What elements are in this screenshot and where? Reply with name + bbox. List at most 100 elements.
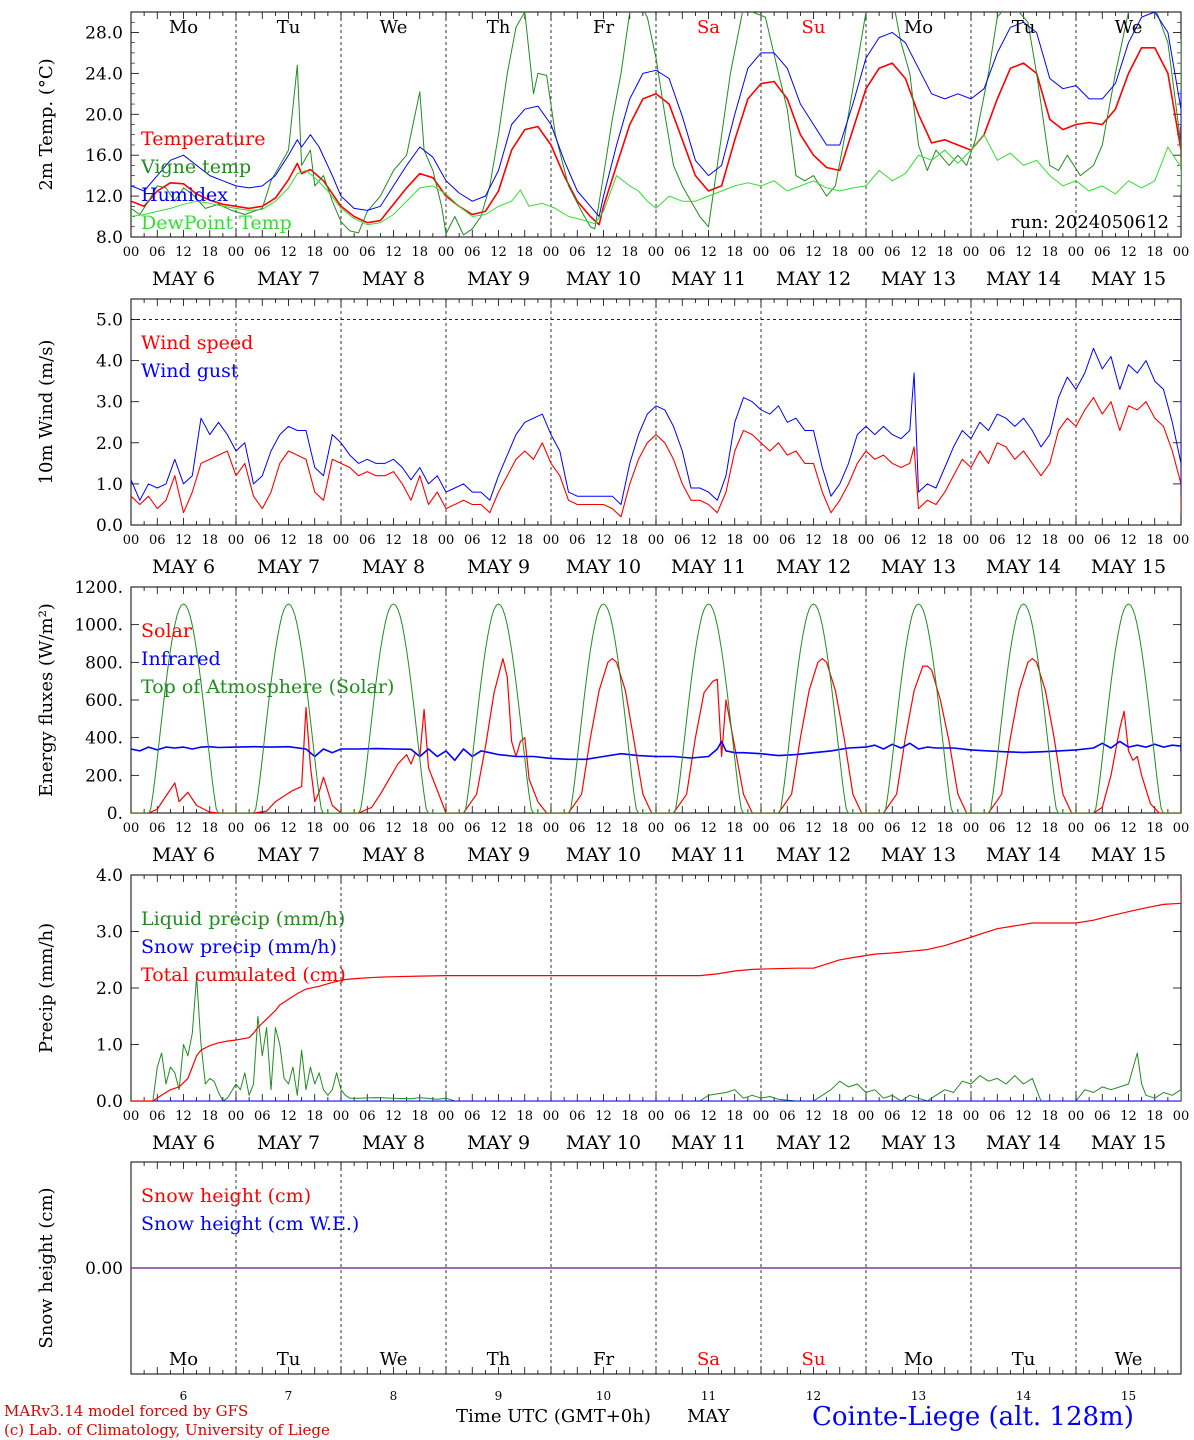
date-label: MAY 15 xyxy=(1091,556,1166,578)
hour-tick-label: 06 xyxy=(149,1109,166,1124)
hour-tick-label: 12 xyxy=(385,821,402,836)
hour-tick-label: 12 xyxy=(175,1109,192,1124)
day-of-week-label: Th xyxy=(487,1349,511,1370)
legend-entry: Liquid precip (mm/h) xyxy=(141,908,345,930)
legend-entry: DewPoint Temp xyxy=(141,212,292,234)
hour-tick-label: 18 xyxy=(726,821,743,836)
y-tick-label: 4.0 xyxy=(96,866,123,886)
hour-tick-label: 00 xyxy=(858,533,875,548)
date-label: MAY 6 xyxy=(152,1132,215,1154)
hour-tick-label: 18 xyxy=(201,533,218,548)
hour-tick-label: 18 xyxy=(936,1109,953,1124)
hour-tick-label: 00 xyxy=(333,533,350,548)
hour-tick-label: 12 xyxy=(910,821,927,836)
hour-tick-label: 06 xyxy=(674,821,691,836)
hour-tick-label: 06 xyxy=(989,245,1006,260)
hour-tick-label: 18 xyxy=(306,533,323,548)
hour-tick-label: 00 xyxy=(438,821,455,836)
hour-tick-label: 00 xyxy=(1068,533,1085,548)
date-label: MAY 11 xyxy=(671,1132,746,1154)
hour-tick-label: 00 xyxy=(123,1109,140,1124)
hour-tick-label: 00 xyxy=(963,1109,980,1124)
date-label: MAY 9 xyxy=(467,268,530,290)
hour-tick-label: 18 xyxy=(1041,1109,1058,1124)
date-label: MAY 6 xyxy=(152,844,215,866)
hour-tick-label: 00 xyxy=(123,533,140,548)
hour-tick-label: 12 xyxy=(490,1109,507,1124)
legend-entry: Vigne temp xyxy=(140,156,251,178)
y-tick-label: 8.0 xyxy=(96,228,123,248)
hour-tick-label: 18 xyxy=(621,1109,638,1124)
y-tick-label: 0.0 xyxy=(96,1092,123,1112)
hour-tick-label: 12 xyxy=(1120,533,1137,548)
hour-tick-label: 18 xyxy=(1146,821,1163,836)
day-of-week-label: Th xyxy=(487,17,511,38)
hour-tick-label: 12 xyxy=(280,1109,297,1124)
hour-tick-label: 12 xyxy=(595,1109,612,1124)
hour-tick-label: 18 xyxy=(1146,533,1163,548)
date-label: MAY 15 xyxy=(1091,1132,1166,1154)
hour-tick-label: 00 xyxy=(333,1109,350,1124)
day-number-label: 9 xyxy=(495,1389,503,1403)
day-number-label: 7 xyxy=(285,1389,293,1403)
hour-tick-label: 00 xyxy=(543,1109,560,1124)
hour-tick-label: 06 xyxy=(779,533,796,548)
day-number-label: 13 xyxy=(911,1389,926,1403)
legend-entry: Snow height (cm) xyxy=(141,1185,311,1207)
day-of-week-label: We xyxy=(380,1349,408,1370)
panel-frame-temp xyxy=(130,11,1182,238)
y-tick-label: 24.0 xyxy=(85,64,123,84)
y-tick-label: 16.0 xyxy=(85,146,123,166)
date-label: MAY 9 xyxy=(467,556,530,578)
legend-entry: Total cumulated (cm) xyxy=(141,964,346,986)
series-line-precip xyxy=(131,976,1181,1101)
hour-tick-label: 18 xyxy=(936,821,953,836)
hour-tick-label: 06 xyxy=(884,533,901,548)
date-label: MAY 14 xyxy=(986,268,1061,290)
hour-tick-label: 00 xyxy=(1173,533,1190,548)
hour-tick-label: 18 xyxy=(516,1109,533,1124)
hour-tick-label: 06 xyxy=(884,245,901,260)
y-tick-label: 3.0 xyxy=(96,923,123,943)
y-tick-label: 2.0 xyxy=(96,434,123,454)
hour-tick-label: 18 xyxy=(516,821,533,836)
hour-tick-label: 06 xyxy=(464,533,481,548)
date-label: MAY 7 xyxy=(257,1132,320,1154)
y-tick-label: 800. xyxy=(85,653,123,673)
day-of-week-label: Fr xyxy=(593,17,614,38)
day-of-week-label: We xyxy=(380,17,408,38)
y-tick-label: 20.0 xyxy=(85,105,123,125)
y-axis-label: Precip (mm/h) xyxy=(36,923,57,1053)
hour-tick-label: 18 xyxy=(411,821,428,836)
date-label: MAY 7 xyxy=(257,844,320,866)
day-number-label: 12 xyxy=(806,1389,821,1403)
y-tick-label: 3.0 xyxy=(96,393,123,413)
hour-tick-label: 18 xyxy=(726,533,743,548)
day-of-week-label: Mo xyxy=(904,17,933,38)
hour-tick-label: 18 xyxy=(936,245,953,260)
day-of-week-label: Su xyxy=(802,1349,826,1370)
hour-tick-label: 00 xyxy=(228,821,245,836)
date-label: MAY 15 xyxy=(1091,844,1166,866)
hour-tick-label: 18 xyxy=(306,245,323,260)
y-tick-label: 200. xyxy=(85,766,123,786)
hour-tick-label: 06 xyxy=(989,1109,1006,1124)
hour-tick-label: 06 xyxy=(254,821,271,836)
hour-tick-label: 18 xyxy=(1041,821,1058,836)
hour-tick-label: 00 xyxy=(1173,245,1190,260)
date-label: MAY 7 xyxy=(257,268,320,290)
date-label: MAY 7 xyxy=(257,556,320,578)
hour-tick-label: 00 xyxy=(543,533,560,548)
hour-tick-label: 06 xyxy=(989,821,1006,836)
date-label: MAY 11 xyxy=(671,556,746,578)
hour-tick-label: 00 xyxy=(1068,821,1085,836)
hour-tick-label: 18 xyxy=(1146,245,1163,260)
hour-tick-label: 06 xyxy=(1094,1109,1111,1124)
day-number-label: 14 xyxy=(1016,1389,1032,1403)
hour-tick-label: 00 xyxy=(438,245,455,260)
series-line-energy xyxy=(131,658,1181,813)
hour-tick-label: 18 xyxy=(831,1109,848,1124)
hour-tick-label: 00 xyxy=(228,1109,245,1124)
date-label: MAY 12 xyxy=(776,1132,851,1154)
